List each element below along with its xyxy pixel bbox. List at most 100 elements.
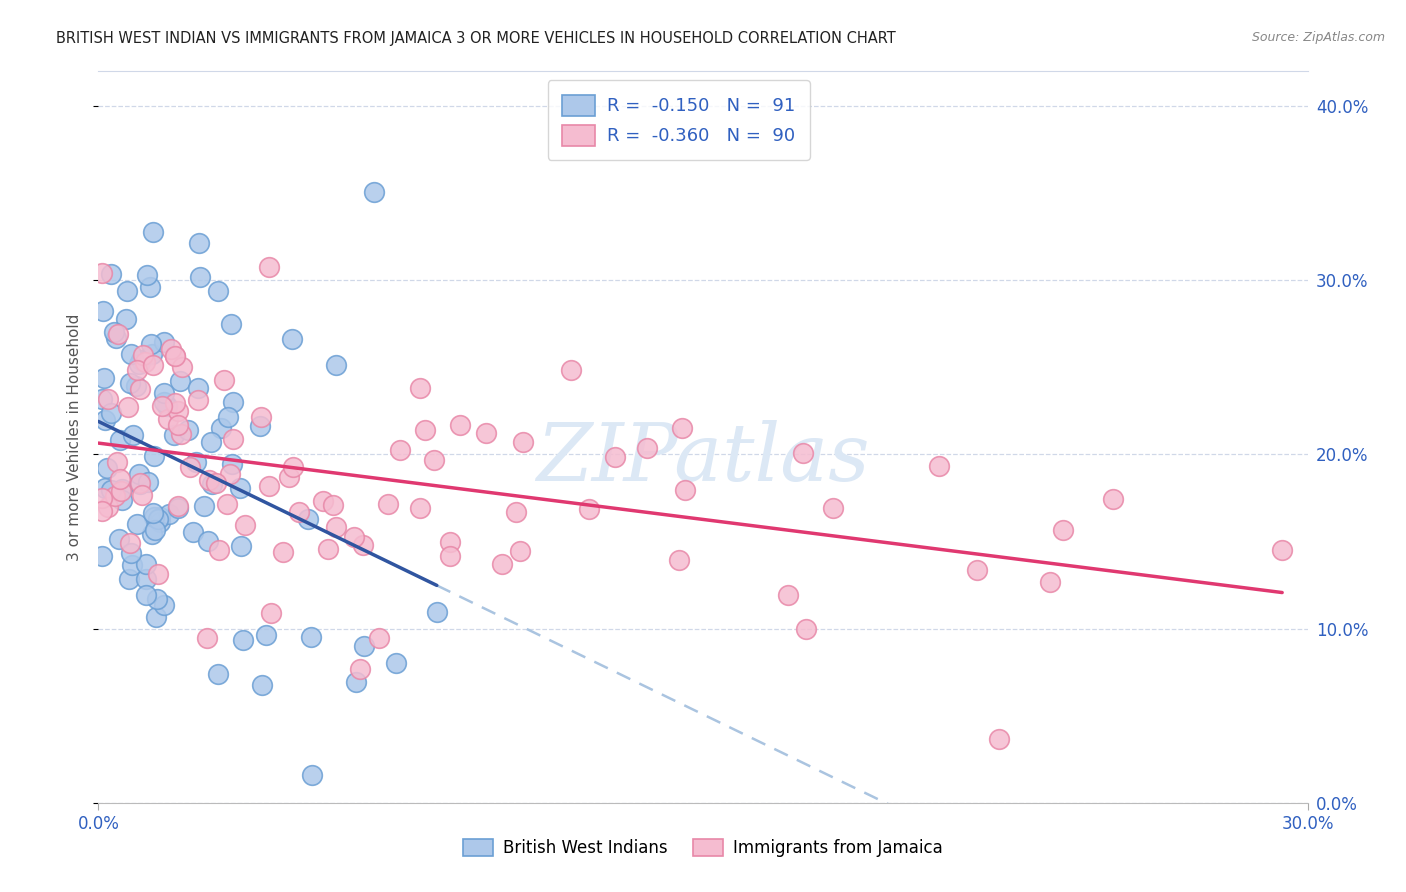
Point <box>966 563 988 577</box>
Point <box>821 501 844 516</box>
Point <box>228 481 250 495</box>
Point <box>201 477 224 491</box>
Point <box>169 374 191 388</box>
Point <box>423 452 446 467</box>
Point <box>200 435 222 450</box>
Point <box>94 413 117 427</box>
Point <box>193 499 215 513</box>
Point <box>91 504 114 518</box>
Point <box>1271 542 1294 557</box>
Point <box>153 599 176 613</box>
Point <box>388 443 411 458</box>
Point <box>107 532 129 546</box>
Point <box>257 260 280 274</box>
Point <box>299 630 322 644</box>
Point <box>198 473 221 487</box>
Point <box>134 355 156 369</box>
Point <box>93 370 115 384</box>
Point <box>128 383 150 397</box>
Point <box>792 446 814 460</box>
Point <box>142 359 165 373</box>
Point <box>186 455 208 469</box>
Point <box>343 529 366 543</box>
Point <box>215 497 238 511</box>
Point <box>91 491 114 505</box>
Point <box>121 558 143 573</box>
Point <box>100 406 122 420</box>
Point <box>988 732 1011 747</box>
Point <box>153 335 176 350</box>
Point <box>136 475 159 489</box>
Point <box>603 450 626 465</box>
Point <box>135 557 157 571</box>
Point <box>91 304 114 318</box>
Point <box>207 284 229 298</box>
Point <box>127 363 149 377</box>
Point <box>135 572 157 586</box>
Point <box>100 483 122 497</box>
Point <box>217 410 239 425</box>
Point <box>311 494 333 508</box>
Point <box>1102 492 1125 507</box>
Point <box>377 497 399 511</box>
Point <box>352 538 374 552</box>
Point <box>578 502 600 516</box>
Point <box>105 331 128 345</box>
Point <box>104 489 127 503</box>
Point <box>413 423 436 437</box>
Point <box>197 534 219 549</box>
Point <box>322 498 344 512</box>
Point <box>316 541 339 556</box>
Point <box>249 410 271 425</box>
Point <box>94 481 117 495</box>
Point <box>122 428 145 442</box>
Point <box>163 349 186 363</box>
Point <box>409 382 432 396</box>
Point <box>128 476 150 491</box>
Point <box>426 605 449 619</box>
Point <box>297 512 319 526</box>
Point <box>673 483 696 498</box>
Point <box>260 606 283 620</box>
Point <box>145 609 167 624</box>
Point <box>509 544 531 558</box>
Point <box>349 662 371 676</box>
Point <box>142 225 165 239</box>
Point <box>131 488 153 502</box>
Point <box>167 499 190 513</box>
Point <box>156 399 179 413</box>
Point <box>139 337 162 351</box>
Point <box>111 482 134 496</box>
Point <box>439 535 461 549</box>
Point <box>138 280 160 294</box>
Point <box>150 399 173 413</box>
Point <box>188 235 211 250</box>
Point <box>325 359 347 373</box>
Point <box>221 457 243 471</box>
Point <box>188 269 211 284</box>
Point <box>254 628 277 642</box>
Point <box>148 512 170 526</box>
Point <box>125 516 148 531</box>
Point <box>449 418 471 433</box>
Point <box>146 591 169 606</box>
Point <box>249 418 271 433</box>
Point <box>107 327 129 342</box>
Point <box>505 505 527 519</box>
Point <box>131 348 153 362</box>
Point <box>107 455 129 469</box>
Point <box>111 492 134 507</box>
Point <box>167 501 190 516</box>
Point <box>128 467 150 481</box>
Point <box>207 667 229 681</box>
Point <box>560 362 582 376</box>
Point <box>474 425 496 440</box>
Point <box>344 675 367 690</box>
Point <box>120 347 142 361</box>
Point <box>221 394 243 409</box>
Point <box>120 546 142 560</box>
Point <box>103 325 125 339</box>
Point <box>129 476 152 491</box>
Text: Source: ZipAtlas.com: Source: ZipAtlas.com <box>1251 31 1385 45</box>
Point <box>794 623 817 637</box>
